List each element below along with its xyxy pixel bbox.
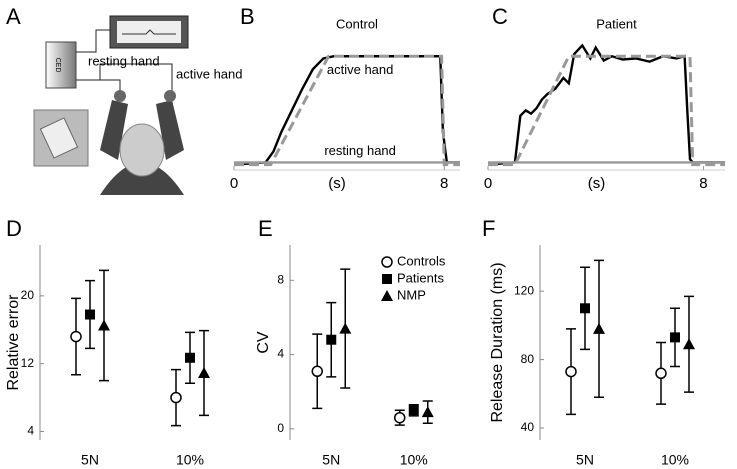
marker [185, 352, 195, 363]
marker [394, 411, 406, 424]
marker [198, 367, 210, 379]
screen-trace [122, 29, 176, 35]
y-tick-label: 40 [521, 420, 535, 434]
marker [339, 322, 352, 334]
trace-label: active hand [327, 62, 394, 77]
marker [655, 367, 667, 380]
marker [408, 405, 419, 416]
y-tick-label: 4 [277, 347, 284, 361]
x-tick-label: 5N [576, 452, 594, 468]
marker [326, 334, 337, 345]
trace [488, 54, 725, 167]
left-hand [114, 90, 126, 102]
y-tick-label: 12 [21, 356, 35, 370]
wires [76, 29, 173, 92]
marker [170, 391, 182, 404]
panel-label: F [482, 216, 495, 241]
chart-title: Control [336, 16, 378, 31]
marker [421, 406, 434, 418]
trace-label: resting hand [324, 143, 396, 158]
x-tick-label: 0 [230, 175, 238, 192]
marker [593, 322, 605, 334]
marker [670, 332, 680, 343]
y-tick-label: 20 [21, 288, 35, 302]
x-tick-label: 5N [322, 452, 340, 468]
marker [565, 365, 577, 378]
y-tick-label: 8 [277, 272, 284, 286]
marker [683, 338, 695, 350]
panel-label: E [258, 216, 273, 241]
active-label: active hand [176, 66, 243, 81]
panel-label: D [6, 216, 22, 241]
legend-marker [382, 274, 392, 284]
arms [100, 100, 184, 160]
x-tick-label: 0 [484, 175, 492, 192]
marker [70, 330, 82, 343]
legend-marker [381, 290, 393, 301]
monitor-screen [117, 21, 181, 43]
x-tick-label: 5N [81, 452, 99, 468]
marker [311, 365, 323, 378]
x-tick-label: 10% [176, 452, 204, 468]
y-axis-label: Relative error [5, 294, 22, 391]
y-axis-label: CV [255, 331, 272, 354]
panel-a-drawing: A CED resting hand active hand [6, 4, 243, 195]
legend-label: Controls [397, 253, 446, 268]
panel-label: A [6, 4, 21, 29]
legend-marker [381, 256, 393, 268]
x-tick-label: 8 [440, 175, 448, 192]
x-tick-label: 10% [661, 452, 689, 468]
right-hand [164, 90, 176, 102]
y-tick-label: 120 [514, 283, 534, 297]
trace [233, 55, 460, 166]
marker [98, 319, 110, 331]
y-tick-label: 4 [27, 424, 34, 438]
ced-label: CED [54, 58, 61, 73]
legend-label: NMP [397, 287, 426, 302]
ced-box [45, 41, 77, 89]
chart-title: Patient [596, 16, 637, 31]
y-tick-label: 0 [277, 421, 284, 435]
trace [234, 54, 460, 167]
head [119, 123, 165, 177]
photo-device [39, 117, 79, 159]
x-axis-label: (s) [588, 175, 606, 192]
marker [580, 303, 590, 314]
x-axis-label: (s) [328, 175, 346, 192]
y-tick-label: 80 [521, 352, 535, 366]
marker [85, 309, 95, 320]
resting-label: resting hand [88, 53, 160, 68]
body [100, 162, 184, 195]
panel-label: C [492, 4, 508, 29]
y-axis-label: Release Duration (ms) [489, 262, 506, 422]
panel-label: B [240, 4, 255, 29]
x-tick-label: 8 [699, 175, 707, 192]
x-tick-label: 10% [400, 452, 428, 468]
legend-label: Patients [397, 270, 444, 285]
